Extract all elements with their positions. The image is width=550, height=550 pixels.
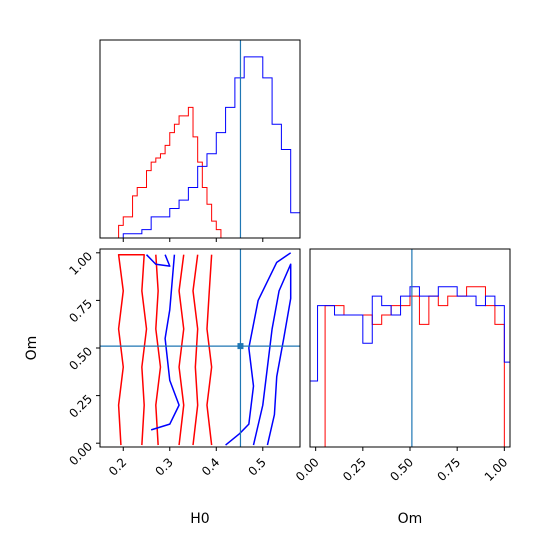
contour-1-3: [150, 254, 180, 431]
contour-0-2: [192, 254, 199, 446]
contour-1-0: [252, 263, 292, 446]
h0-marginal-panel: [99, 39, 301, 242]
truth-marker: [237, 343, 244, 350]
h0-hist-series-1: [122, 56, 301, 238]
om-hist-series-1: [309, 286, 511, 447]
contour-0-0: [117, 253, 148, 446]
om-axis-label-bottom: Om: [398, 511, 423, 527]
om-histograms: [309, 286, 511, 448]
contour-1-2: [145, 254, 171, 267]
om-axis-label: Om: [24, 336, 40, 361]
h0-histograms: [118, 56, 301, 238]
contour-1-1: [225, 252, 292, 446]
h0-axis-label: H0: [190, 511, 209, 527]
contour-lines: [117, 252, 292, 446]
h0-hist-series-0: [118, 106, 222, 238]
contour-0-3: [206, 254, 213, 446]
h0-marginal-frame: [99, 39, 301, 239]
h0-marginal-ticks: [122, 238, 264, 242]
contour-0-4: [155, 254, 162, 446]
contour-0-1: [178, 254, 185, 446]
